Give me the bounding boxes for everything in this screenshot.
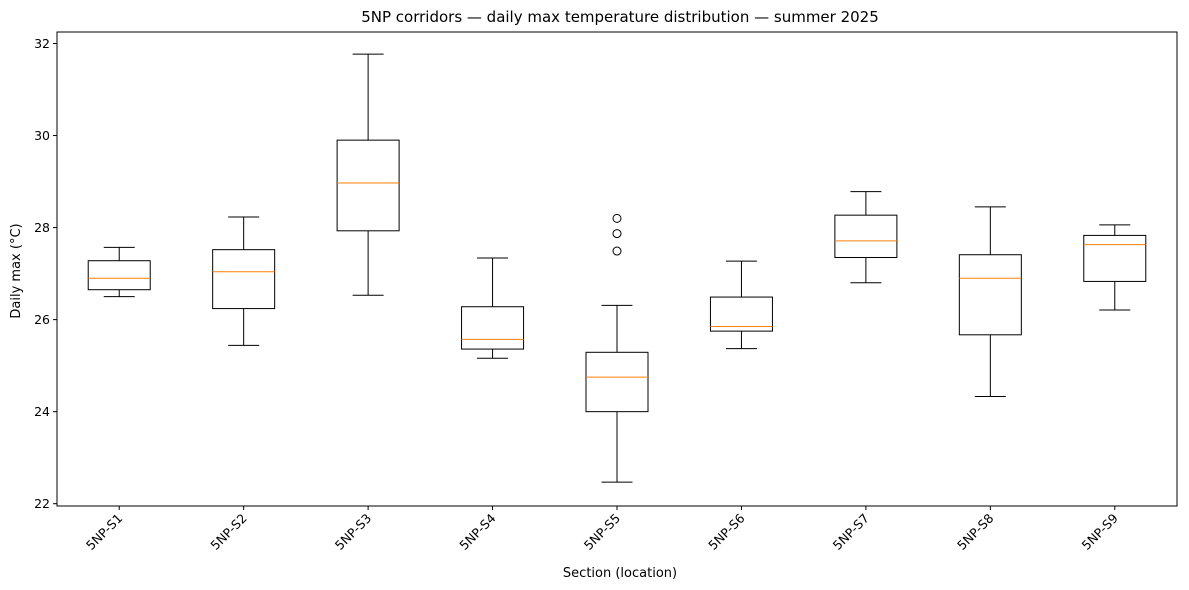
- iqr-box: [1083, 234, 1147, 282]
- iqr-box: [336, 139, 400, 232]
- box-group-5np-s2: [212, 216, 276, 346]
- iqr-box: [87, 260, 151, 291]
- box-group-5np-s9: [1083, 224, 1147, 311]
- outlier-point: [612, 246, 622, 256]
- box-group-5np-s7: [834, 191, 898, 284]
- box-group-5np-s5: [585, 213, 649, 483]
- iqr-box: [212, 249, 276, 310]
- box-group-5np-s1: [87, 246, 151, 298]
- iqr-box: [834, 214, 898, 258]
- box-group-5np-s8: [958, 206, 1022, 397]
- outlier-point: [612, 213, 622, 223]
- y-tick-label: 24: [34, 404, 50, 419]
- y-tick-label: 26: [34, 312, 50, 327]
- y-tick-label: 32: [34, 36, 50, 51]
- iqr-box: [461, 306, 525, 350]
- y-tick-label: 30: [34, 128, 50, 143]
- iqr-box: [585, 351, 649, 413]
- iqr-box: [958, 254, 1022, 336]
- box-group-5np-s4: [461, 257, 525, 359]
- plot-frame: [56, 31, 1178, 507]
- y-tick-label: 22: [34, 496, 50, 511]
- y-axis-label: Daily max (°C): [9, 223, 24, 318]
- box-group-5np-s3: [336, 53, 400, 296]
- box-group-5np-s6: [709, 260, 773, 350]
- iqr-box: [709, 296, 773, 332]
- x-axis-label: Section (location): [563, 566, 677, 581]
- y-tick-label: 28: [34, 220, 50, 235]
- outlier-point: [612, 229, 622, 239]
- chart-title: 5NP corridors — daily max temperature di…: [361, 8, 879, 26]
